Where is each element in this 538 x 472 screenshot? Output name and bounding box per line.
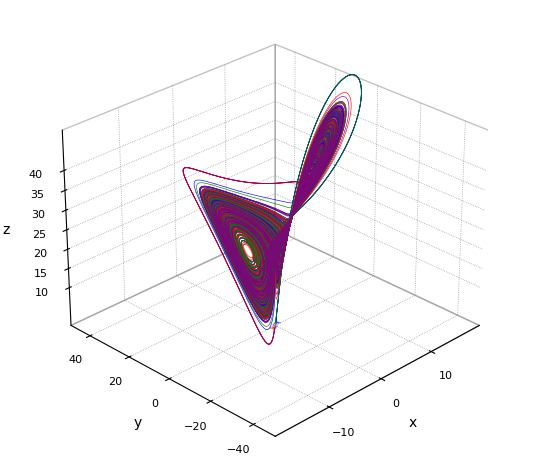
X-axis label: x: x bbox=[408, 416, 417, 430]
Y-axis label: y: y bbox=[133, 416, 142, 430]
